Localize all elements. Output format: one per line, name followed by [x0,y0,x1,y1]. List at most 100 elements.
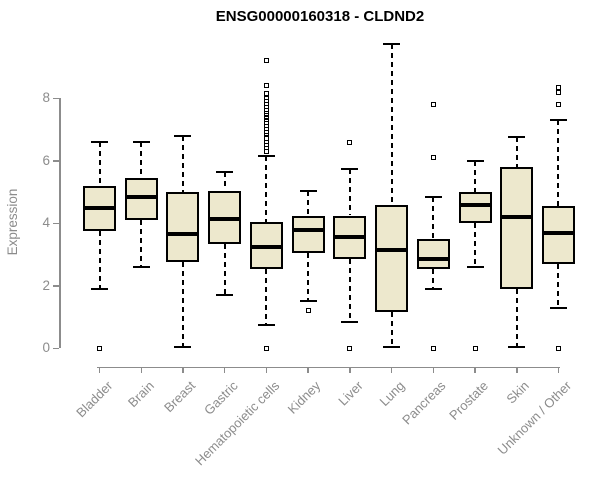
lower-whisker-cap [91,287,108,290]
upper-whisker-cap [299,189,317,192]
lower-whisker-cap [383,345,400,348]
lower-whisker [432,268,435,289]
chart-title: ENSG00000160318 - CLDND2 [215,8,425,25]
median-line [208,216,242,221]
lower-whisker [265,268,268,325]
outlier-point [347,139,353,145]
median-line [291,227,325,232]
upper-whisker [98,142,101,186]
lower-whisker-cap [549,306,567,309]
x-tickmark [223,367,226,373]
upper-whisker [432,196,435,239]
upper-whisker-cap [132,141,150,144]
x-category-label: Brain [124,378,157,411]
median-line [166,232,200,237]
y-axis-title: Expression [5,188,20,256]
upper-whisker-cap [508,136,526,139]
x-category-label: Bladder [72,378,116,421]
outlier-point [555,89,561,95]
outlier-point [555,102,561,108]
lower-whisker [140,220,143,268]
upper-whisker [557,120,560,207]
y-tickmark [53,347,59,350]
y-tick-label: 8 [42,90,50,106]
outlier-point [263,148,269,154]
upper-whisker-cap [174,134,192,137]
x-tickmark [182,367,184,373]
x-tickmark [390,367,393,373]
median-line [500,215,534,220]
median-line [333,235,367,240]
lower-whisker-cap [257,323,275,326]
upper-whisker-cap [383,42,400,45]
lower-whisker-cap [508,345,526,348]
median-line [124,194,158,199]
x-category-label: Lung [376,378,408,410]
y-tickmark [53,285,59,287]
x-axis-line [97,366,560,368]
y-tick-label: 6 [42,152,50,168]
x-category-label: Gastric [200,378,241,418]
outlier-point [263,345,269,351]
outlier-point [472,345,478,351]
x-category-label: Unknown / Other [494,378,575,458]
lower-whisker-cap [424,287,442,290]
lower-whisker [223,243,226,296]
y-tick-label: 0 [42,340,50,356]
lower-whisker [348,259,351,322]
upper-whisker-cap [91,141,108,144]
upper-whisker [223,171,226,191]
y-tick-label: 2 [42,277,50,293]
x-category-label: Skin [503,378,533,407]
upper-whisker [181,135,184,193]
x-tickmark [98,367,101,373]
iqr-box [541,206,575,264]
outlier-point [263,58,269,64]
lower-whisker-cap [216,294,234,297]
lower-whisker [98,231,101,289]
lower-whisker-cap [341,320,359,323]
iqr-box [500,167,534,289]
lower-whisker [515,288,518,347]
iqr-box [291,215,325,253]
iqr-box [416,238,450,269]
x-tickmark [140,367,142,373]
upper-whisker-cap [216,170,234,173]
iqr-box [458,192,492,224]
outlier-point [430,345,436,351]
median-line [458,202,492,207]
outlier-point [430,155,436,161]
upper-whisker-cap [341,167,359,170]
y-tick-label: 4 [42,215,50,231]
lower-whisker [474,223,476,268]
y-tickmark [53,97,59,100]
x-category-label: Pancreas [399,378,449,428]
outlier-point [555,84,561,90]
upper-whisker-cap [466,159,484,162]
x-tickmark [516,367,518,373]
x-tickmark [474,367,476,373]
lower-whisker-cap [174,345,192,348]
outlier-point [555,345,561,351]
x-tickmark [265,367,268,373]
x-category-label: Liver [334,378,366,409]
x-tickmark [557,367,560,373]
median-line [249,244,283,249]
lower-whisker [557,263,560,308]
upper-whisker [390,43,393,205]
iqr-box [166,192,200,263]
x-tickmark [307,367,309,373]
upper-whisker [474,160,476,193]
upper-whisker [307,190,310,216]
y-tickmark [53,160,59,162]
lower-whisker-cap [299,300,317,303]
upper-whisker [515,137,518,168]
upper-whisker-cap [257,155,275,158]
upper-whisker-cap [424,195,442,198]
iqr-box [124,178,158,221]
lower-whisker-cap [466,266,484,269]
outlier-point [347,345,353,351]
x-tickmark [432,367,434,373]
outlier-point [263,91,269,97]
